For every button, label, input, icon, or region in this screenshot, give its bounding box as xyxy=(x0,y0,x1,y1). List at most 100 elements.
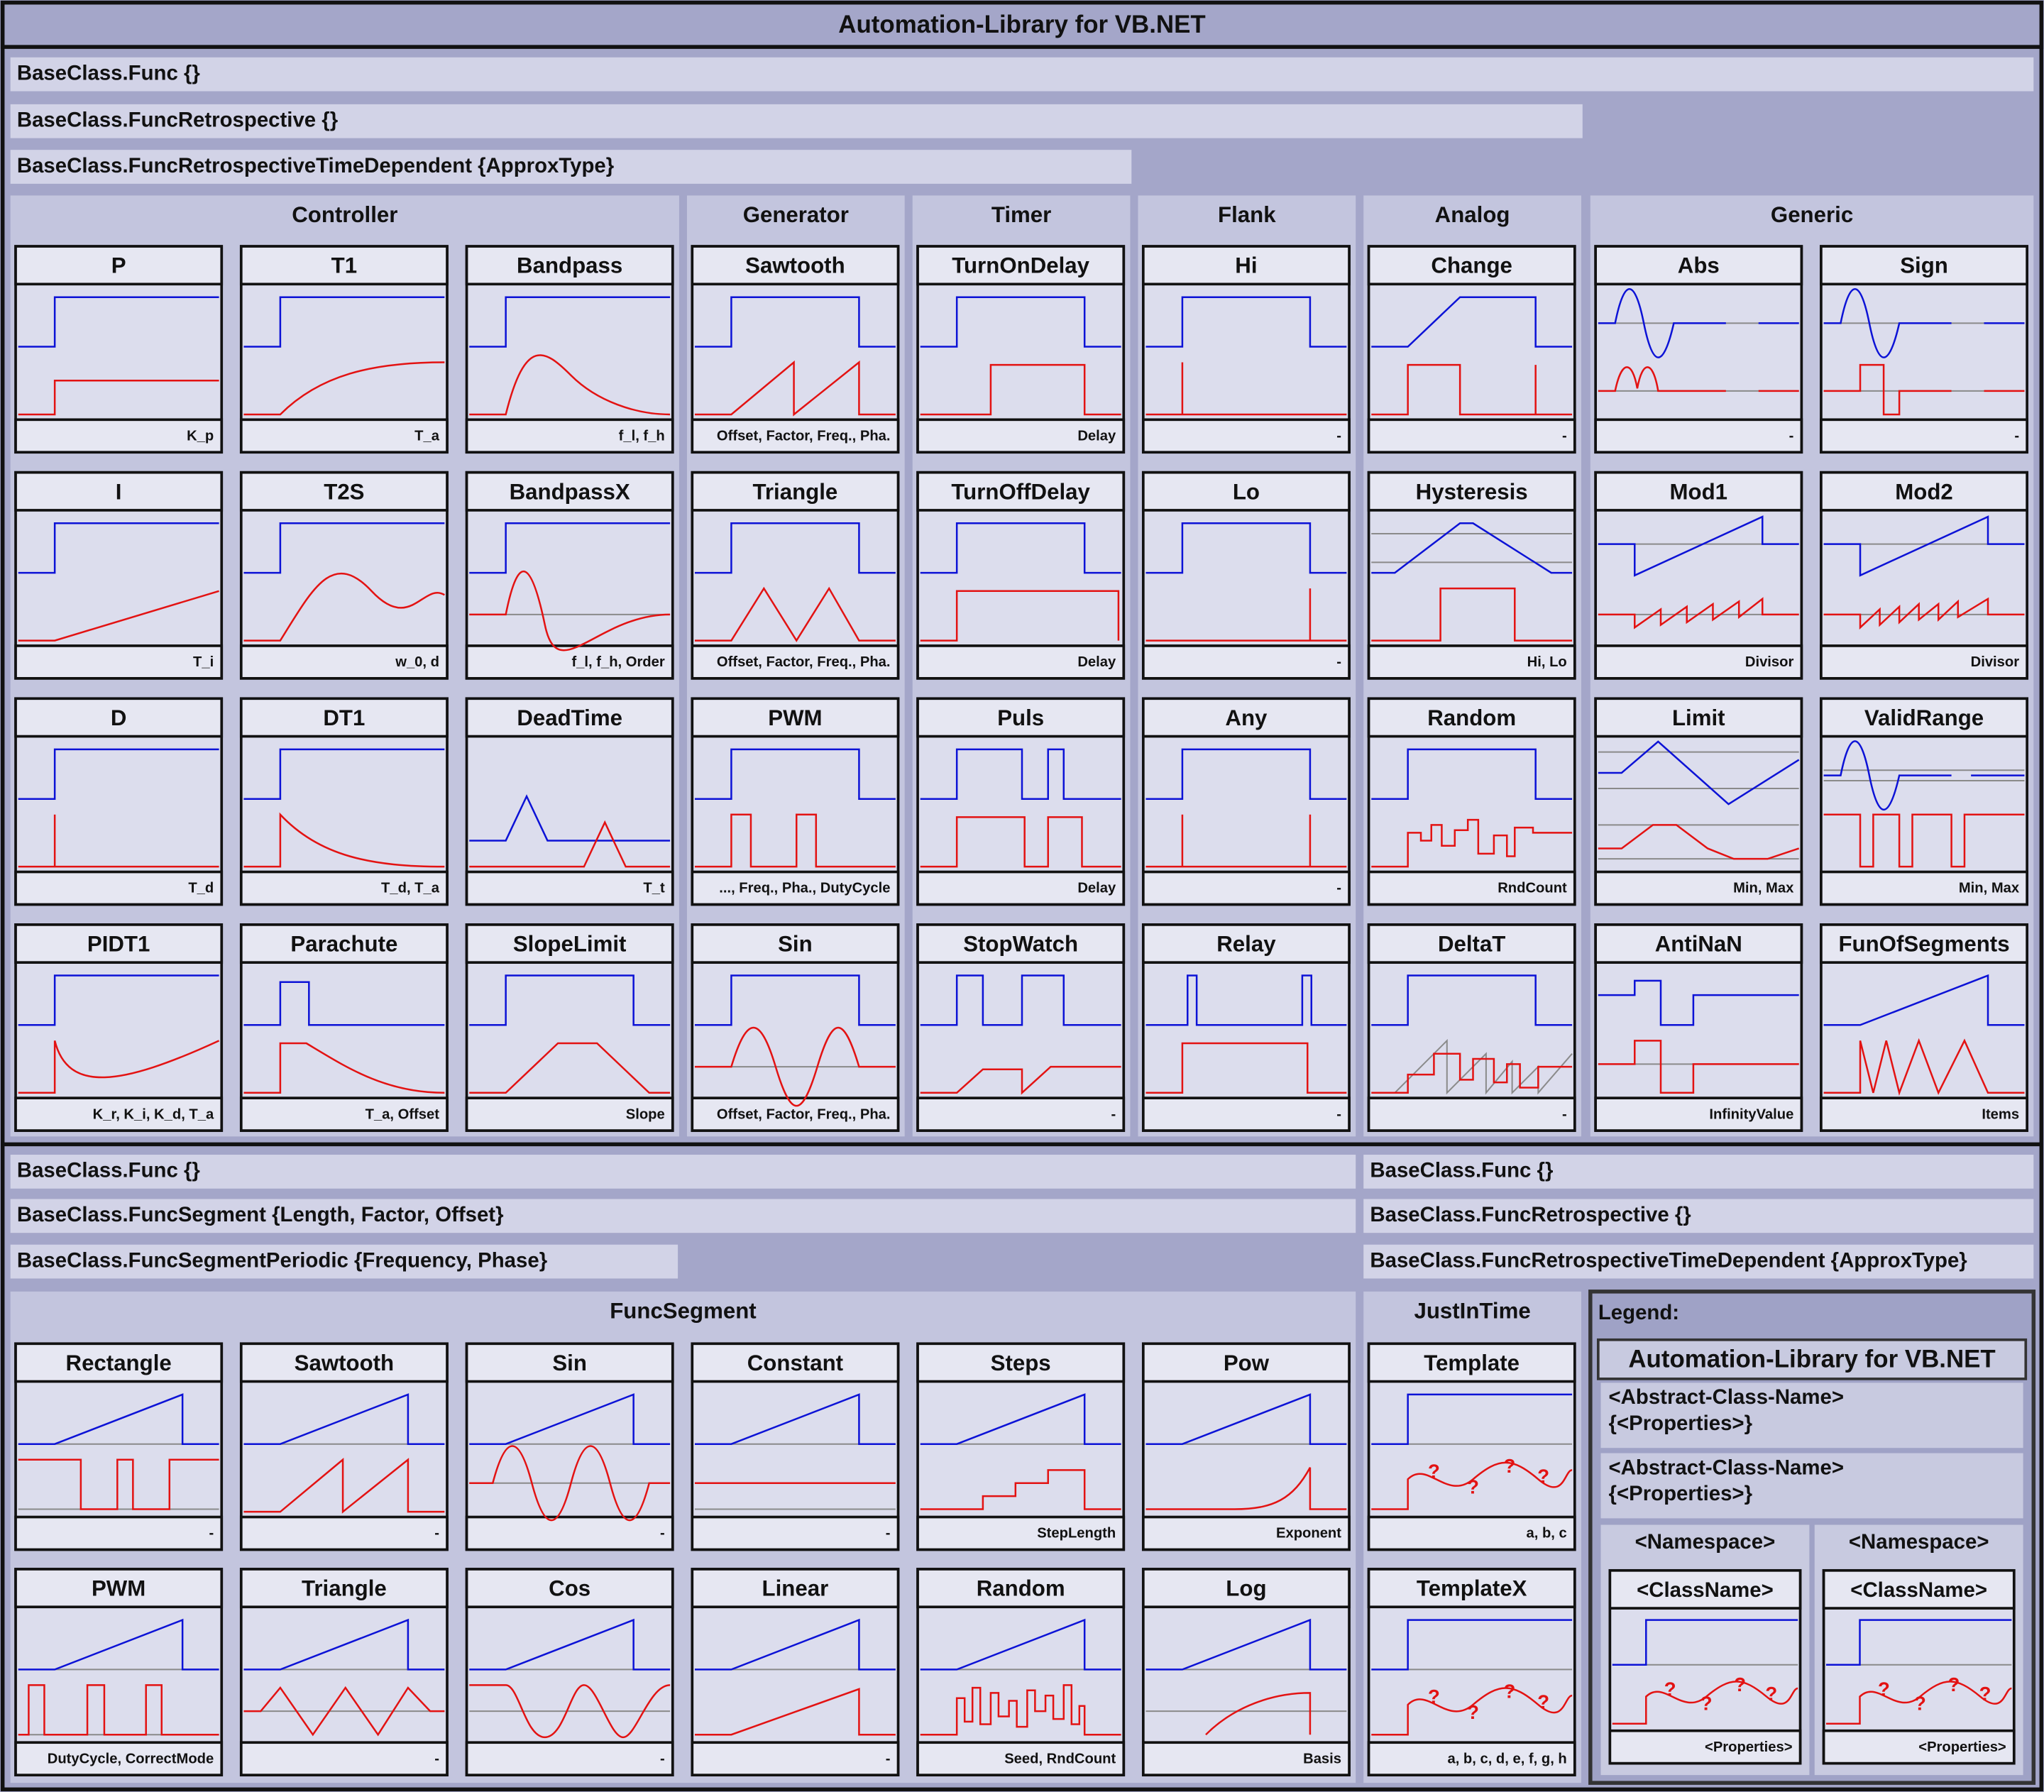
plot xyxy=(695,523,896,640)
card-footer xyxy=(465,870,674,906)
namespace-name: <Namespace> xyxy=(1635,1530,1776,1554)
card-header xyxy=(1367,471,1576,512)
plot xyxy=(921,976,1121,1093)
output-signal xyxy=(18,1460,219,1510)
base-class: BaseClass.Func {} xyxy=(17,61,200,84)
card-title: Template xyxy=(1424,1351,1520,1375)
output-signal xyxy=(921,365,1121,414)
card-params: - xyxy=(1336,429,1341,444)
plot xyxy=(1145,1395,1346,1510)
card-header xyxy=(916,697,1126,738)
card-params: Offset, Factor, Freq., Pha. xyxy=(717,654,891,670)
unknown-mark: ? xyxy=(1467,1701,1479,1723)
card-params: DutyCycle, CorrectMode xyxy=(48,1751,214,1766)
card-params: Divisor xyxy=(1971,654,2020,670)
plot xyxy=(1826,1620,2011,1724)
card-header xyxy=(1820,923,2028,964)
card-footer xyxy=(239,418,449,454)
card-header xyxy=(1820,697,2028,738)
card-footer xyxy=(14,870,224,906)
card-header xyxy=(916,471,1126,512)
card-params: T_t xyxy=(643,881,665,896)
card-title: PWM xyxy=(92,1576,145,1601)
plot xyxy=(1371,1620,1572,1735)
plot xyxy=(469,796,670,867)
card-title: DeadTime xyxy=(517,705,622,730)
card-header xyxy=(14,1342,224,1383)
card-header xyxy=(1141,697,1351,738)
plot xyxy=(1371,1395,1572,1510)
card-params: K_p xyxy=(187,429,214,444)
abstract-box xyxy=(1600,1453,2023,1519)
input-signal xyxy=(695,1395,896,1444)
card-footer xyxy=(239,644,449,680)
output-signal xyxy=(18,815,219,867)
input-signal xyxy=(243,297,444,347)
card-header xyxy=(239,1568,449,1609)
card-title: PWM xyxy=(768,705,822,730)
unknown-mark: ? xyxy=(1734,1673,1746,1695)
card-title: StopWatch xyxy=(963,932,1078,957)
output-signal xyxy=(1598,825,1799,859)
plot xyxy=(1598,517,1799,627)
card-footer xyxy=(916,418,1126,454)
input-signal xyxy=(695,523,896,573)
card-header xyxy=(465,923,674,964)
input-signal xyxy=(243,523,444,573)
card-title: Mod1 xyxy=(1670,479,1728,504)
card-header xyxy=(1367,697,1576,738)
plot xyxy=(243,523,444,640)
output-signal xyxy=(921,1470,1121,1509)
card-title: Random xyxy=(1427,705,1516,730)
card-params: - xyxy=(660,1526,665,1541)
base-class-bar xyxy=(10,1244,678,1279)
card-footer xyxy=(1367,1096,1576,1132)
card-header xyxy=(1367,245,1576,286)
base-class-bar xyxy=(10,150,1132,184)
input-signal xyxy=(1371,1620,1572,1670)
plot xyxy=(243,749,444,867)
plot xyxy=(921,297,1121,414)
base-class: BaseClass.Func {} xyxy=(17,1159,200,1182)
abstract-name: <Abstract-Class-Name> xyxy=(1609,1456,1844,1479)
card-footer xyxy=(1594,418,1803,454)
title: Automation-Library for VB.NET xyxy=(838,11,1205,38)
base-class-bar xyxy=(1363,1155,2034,1189)
card-params: Delay xyxy=(1077,881,1116,896)
input-signal xyxy=(1145,749,1346,799)
card-params: - xyxy=(1336,1106,1341,1122)
card-params: - xyxy=(660,1751,665,1766)
plot xyxy=(469,523,670,650)
card-footer xyxy=(1141,870,1351,906)
card-header xyxy=(691,471,900,512)
card-params: Delay xyxy=(1077,654,1116,670)
class-name: <ClassName> xyxy=(1850,1578,1987,1602)
card-footer xyxy=(14,1515,224,1551)
input-signal xyxy=(1824,741,2025,809)
plot xyxy=(1145,749,1346,867)
input-signal xyxy=(469,523,670,573)
group-title: Flank xyxy=(1218,202,1276,227)
plot xyxy=(1824,976,2025,1093)
card-header xyxy=(1594,923,1803,964)
card-header xyxy=(1594,697,1803,738)
output-signal xyxy=(1371,365,1572,414)
card-title: P xyxy=(111,253,126,278)
card-footer xyxy=(691,1741,900,1776)
plot xyxy=(18,1395,219,1510)
card-footer xyxy=(1820,870,2028,906)
base-class-bar xyxy=(10,104,1583,138)
output-signal xyxy=(243,1043,444,1093)
plot xyxy=(18,523,219,640)
card-title: Steps xyxy=(991,1351,1051,1375)
base-class: BaseClass.FuncRetrospectiveTimeDependent… xyxy=(17,154,614,177)
plot xyxy=(695,1620,896,1735)
class-properties: <Properties> xyxy=(1918,1739,2006,1755)
plot xyxy=(469,1395,670,1520)
card-title: Abs xyxy=(1678,253,1720,278)
output-signal xyxy=(1145,1043,1346,1093)
plot xyxy=(18,297,219,414)
card-params: T_i xyxy=(193,654,214,670)
card-header xyxy=(239,923,449,964)
